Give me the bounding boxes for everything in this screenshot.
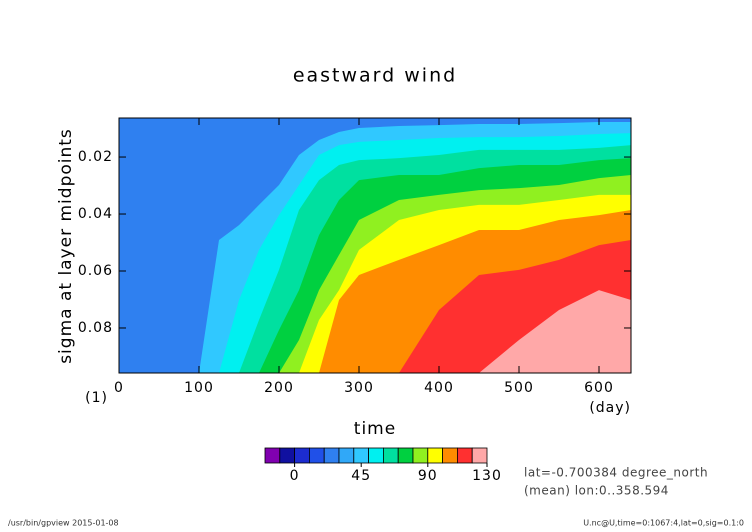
contour-region	[119, 290, 631, 373]
colorbar-box	[308, 447, 325, 464]
y-tick-label: 0.06	[78, 263, 113, 279]
colorbar-tick-label: 90	[418, 468, 438, 484]
footer-left: /usr/bin/gpview 2015-01-08	[8, 519, 119, 528]
colorbar-box	[382, 447, 399, 464]
colorbar-tick-label: 130	[472, 468, 502, 484]
annotation: lat=-0.700384 degree_north	[524, 466, 708, 480]
x-tick-label: 500	[504, 380, 534, 396]
colorbar-box	[368, 447, 384, 464]
x-tick-label: 100	[184, 380, 214, 396]
colorbar-box	[338, 447, 355, 464]
colorbar-box	[397, 447, 414, 464]
colorbar-box	[294, 447, 310, 464]
colorbar-box	[353, 447, 369, 464]
colorbar-box	[412, 447, 429, 464]
colorbar-tick-label: 45	[351, 468, 371, 484]
x-tick-label: 300	[344, 380, 374, 396]
plot-frame	[118, 117, 632, 374]
colorbar-tick-label: 0	[290, 468, 300, 484]
x-tick-label: 600	[584, 380, 614, 396]
x-unit: (day)	[589, 400, 631, 416]
x-axis-label: time	[354, 419, 396, 439]
y-tick-label: 0.02	[78, 149, 113, 165]
x-tick-label: 400	[424, 380, 454, 396]
chart-title: eastward wind	[293, 65, 457, 87]
contour-region	[119, 239, 631, 373]
annotation: (mean) lon:0..358.594	[524, 484, 669, 498]
y-tick-label: 0.08	[78, 320, 113, 336]
x-tick-label: 0	[114, 380, 124, 396]
colorbar-box	[456, 447, 473, 464]
colorbar-box	[442, 447, 458, 464]
colorbar-box	[279, 447, 295, 464]
y-unit: (1)	[85, 390, 108, 406]
y-tick-label: 0.04	[78, 206, 113, 222]
colorbar-box	[323, 447, 340, 464]
y-axis-label: sigma at layer midpoints	[56, 128, 76, 364]
colorbar-box	[427, 447, 443, 464]
colorbar-box	[264, 447, 281, 464]
colorbar-box	[471, 447, 488, 464]
x-tick-label: 200	[264, 380, 294, 396]
footer-right: U.nc@U,time=0:1067:4,lat=0,sig=0.1:0	[583, 519, 744, 528]
